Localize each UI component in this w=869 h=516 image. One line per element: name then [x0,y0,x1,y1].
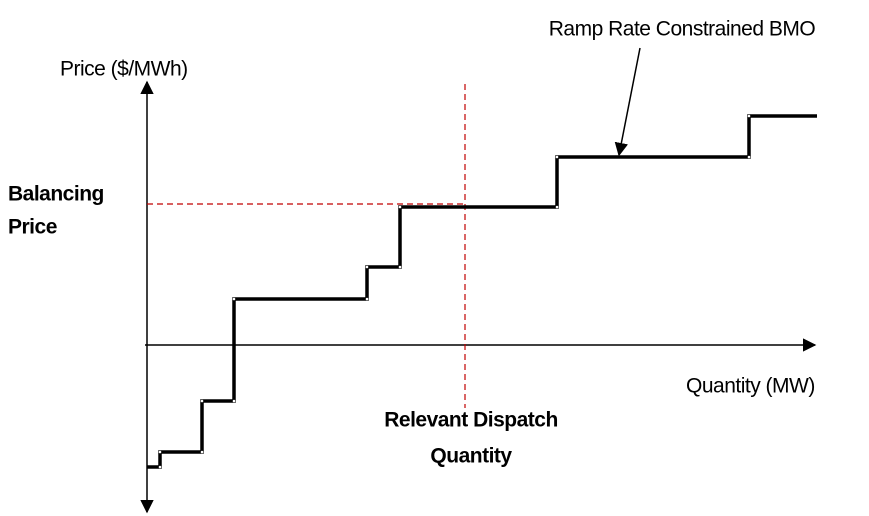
balancing-price-label: Balancing [8,183,104,206]
y-axis-label: Price ($/MWh) [60,58,188,81]
x-axis-label: Quantity (MW) [686,375,815,398]
bmo-step-curve [147,114,817,469]
curve-vertices [158,114,751,469]
dispatch-quantity-label: Quantity [430,445,512,468]
balancing-price-label: Price [8,216,57,239]
curve-label: Ramp Rate Constrained BMO [549,18,816,41]
dispatch-quantity-label: Relevant Dispatch [384,409,558,432]
label-pointer [614,47,641,157]
